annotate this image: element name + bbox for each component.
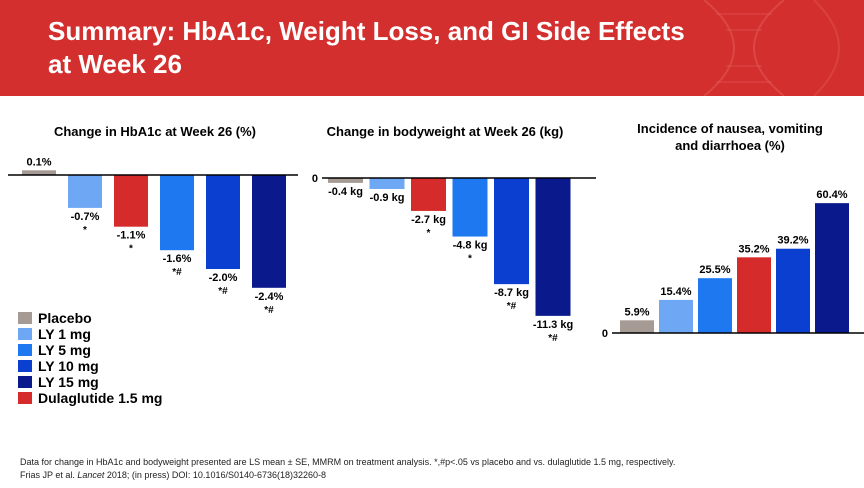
bodyweight-bar bbox=[535, 178, 571, 316]
citation-journal: Lancet bbox=[77, 470, 105, 480]
bodyweight-bar bbox=[494, 178, 529, 285]
bodyweight-bar bbox=[411, 178, 446, 211]
bodyweight-zero-tick-label: 0 bbox=[312, 173, 318, 185]
footnote-citation: Frias JP et al. Lancet 2018; (in press) … bbox=[20, 469, 675, 482]
gi-bar bbox=[620, 320, 654, 333]
bodyweight-data-label: -4.8 kg bbox=[453, 240, 488, 252]
legend-label: LY 5 mg bbox=[38, 342, 91, 358]
chart-title-bodyweight: Change in bodyweight at Week 26 (kg) bbox=[326, 124, 564, 139]
hba1c-bar bbox=[206, 175, 240, 269]
gi-data-label: 15.4% bbox=[660, 286, 691, 298]
hba1c-bar bbox=[68, 175, 102, 208]
gi-data-label: 35.2% bbox=[738, 243, 769, 255]
legend-label: LY 10 mg bbox=[38, 358, 99, 374]
hba1c-significance-marker: *# bbox=[264, 305, 274, 316]
dna-helix-decoration bbox=[703, 0, 840, 96]
citation-authors: Frias JP et al. bbox=[20, 470, 78, 480]
hba1c-data-label: -2.4% bbox=[255, 291, 284, 303]
gi-bar bbox=[698, 278, 732, 333]
legend-swatch bbox=[18, 376, 32, 388]
hba1c-significance-marker: * bbox=[83, 225, 87, 236]
title-banner: Summary: HbA1c, Weight Loss, and GI Side… bbox=[0, 0, 864, 96]
hba1c-bar bbox=[252, 175, 286, 288]
hba1c-data-label: -2.0% bbox=[209, 272, 238, 284]
gi-bar bbox=[776, 248, 810, 333]
gi-data-label: 25.5% bbox=[699, 264, 730, 276]
hba1c-bar bbox=[114, 175, 148, 227]
legend-item: Dulaglutide 1.5 mg bbox=[18, 390, 162, 406]
legend-swatch bbox=[18, 312, 32, 324]
bodyweight-bar bbox=[328, 178, 363, 183]
legend-item: LY 1 mg bbox=[18, 326, 162, 342]
gi-data-label: 5.9% bbox=[624, 306, 649, 318]
gi-data-label: 60.4% bbox=[816, 189, 847, 201]
bodyweight-significance-marker: * bbox=[468, 254, 472, 265]
hba1c-significance-marker: *# bbox=[172, 267, 182, 278]
hba1c-data-label: -0.7% bbox=[71, 211, 100, 223]
gi-zero-tick-label: 0 bbox=[602, 328, 608, 340]
bodyweight-data-label: -2.7 kg bbox=[411, 214, 446, 226]
legend-label: Dulaglutide 1.5 mg bbox=[38, 390, 163, 406]
legend-item: LY 15 mg bbox=[18, 374, 162, 390]
bodyweight-significance-marker: *# bbox=[507, 301, 517, 312]
footnote: Data for change in HbA1c and bodyweight … bbox=[20, 456, 675, 482]
legend-label: Placebo bbox=[38, 310, 92, 326]
hba1c-bar bbox=[22, 170, 56, 175]
gi-bar bbox=[815, 203, 849, 333]
legend-swatch bbox=[18, 344, 32, 356]
chart-title-gi-side-effects: Incidence of nausea, vomiting and diarrh… bbox=[637, 121, 823, 153]
legend-swatch bbox=[18, 360, 32, 372]
hba1c-data-label: -1.6% bbox=[163, 253, 192, 265]
bodyweight-data-label: -8.7 kg bbox=[494, 287, 529, 299]
bodyweight-bar bbox=[369, 178, 405, 189]
bodyweight-data-label: -11.3 kg bbox=[533, 319, 573, 331]
legend-item: Placebo bbox=[18, 310, 162, 326]
bodyweight-significance-marker: *# bbox=[548, 333, 558, 344]
legend-item: LY 5 mg bbox=[18, 342, 162, 358]
legend: Placebo LY 1 mg LY 5 mg LY 10 mg LY 15 mg Dul… bbox=[18, 310, 162, 406]
hba1c-bar bbox=[160, 175, 194, 251]
hba1c-significance-marker: * bbox=[129, 244, 133, 255]
legend-item: LY 10 mg bbox=[18, 358, 162, 374]
legend-swatch bbox=[18, 328, 32, 340]
bodyweight-data-label: -0.4 kg bbox=[328, 186, 363, 198]
hba1c-data-label: -1.1% bbox=[117, 230, 146, 242]
bodyweight-significance-marker: * bbox=[427, 228, 431, 239]
bodyweight-data-label: -0.9 kg bbox=[370, 192, 405, 204]
legend-label: LY 1 mg bbox=[38, 326, 91, 342]
citation-details: 2018; (in press) DOI: 10.1016/S0140-6736… bbox=[104, 470, 327, 480]
gi-data-label: 39.2% bbox=[777, 235, 808, 247]
hba1c-significance-marker: *# bbox=[218, 286, 228, 297]
bodyweight-bar bbox=[452, 178, 488, 237]
gi-bar bbox=[737, 257, 771, 333]
legend-label: LY 15 mg bbox=[38, 374, 99, 390]
legend-swatch bbox=[18, 392, 32, 404]
footnote-methods: Data for change in HbA1c and bodyweight … bbox=[20, 457, 676, 467]
gi-bar bbox=[659, 299, 693, 333]
chart-title-hba1c: Change in HbA1c at Week 26 (%) bbox=[53, 124, 257, 139]
page-title: Summary: HbA1c, Weight Loss, and GI Side… bbox=[48, 16, 685, 79]
hba1c-data-label: 0.1% bbox=[26, 156, 51, 168]
